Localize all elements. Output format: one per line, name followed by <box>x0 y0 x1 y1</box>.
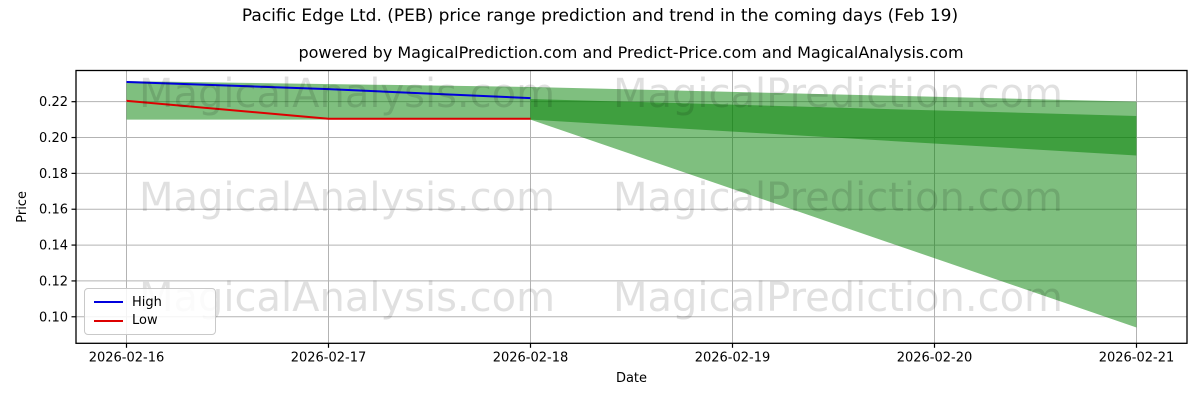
x-axis-label: Date <box>616 371 647 386</box>
x-tick-label: 2026-02-19 <box>695 350 771 365</box>
low-line <box>126 99 531 120</box>
x-tick-label: 2026-02-16 <box>89 350 165 365</box>
watermark-text: MagicalPrediction.com <box>613 275 1063 321</box>
watermark-text: MagicalPrediction.com <box>613 71 1063 117</box>
x-tick-label: 2026-02-21 <box>1099 350 1175 365</box>
y-tick-label: 0.22 <box>39 95 68 110</box>
forecast-inner-band <box>530 98 1137 156</box>
x-tick-label: 2026-02-20 <box>897 350 973 365</box>
low-line-swatch <box>94 319 123 322</box>
y-tick-label: 0.12 <box>39 274 68 289</box>
x-tick-label: 2026-02-17 <box>291 350 367 365</box>
plot-border <box>75 69 1188 344</box>
y-tick-label: 0.18 <box>39 167 68 182</box>
y-axis-label: Price <box>15 191 30 223</box>
y-tick-label: 0.16 <box>39 203 68 218</box>
forecast-outer-band <box>530 86 1137 328</box>
x-tick-label: 2026-02-18 <box>493 350 569 365</box>
legend-label-high: High <box>132 294 162 310</box>
watermark-text: MagicalAnalysis.com <box>139 71 555 117</box>
watermark-text: MagicalPrediction.com <box>613 175 1063 221</box>
high-line-swatch <box>94 301 123 304</box>
chart-title: Pacific Edge Ltd. (PEB) price range pred… <box>241 6 959 26</box>
y-tick-label: 0.20 <box>39 131 68 146</box>
high-line <box>126 80 531 100</box>
legend-label-low: Low <box>132 313 158 329</box>
legend-item-low: Low <box>85 314 215 327</box>
chart-subtitle: powered by MagicalPrediction.com and Pre… <box>298 43 964 62</box>
watermark-text: MagicalAnalysis.com <box>139 175 555 221</box>
y-tick-label: 0.10 <box>39 310 68 325</box>
legend: High Low <box>84 288 216 335</box>
y-tick-label: 0.14 <box>39 239 68 254</box>
legend-item-high: High <box>85 296 215 309</box>
